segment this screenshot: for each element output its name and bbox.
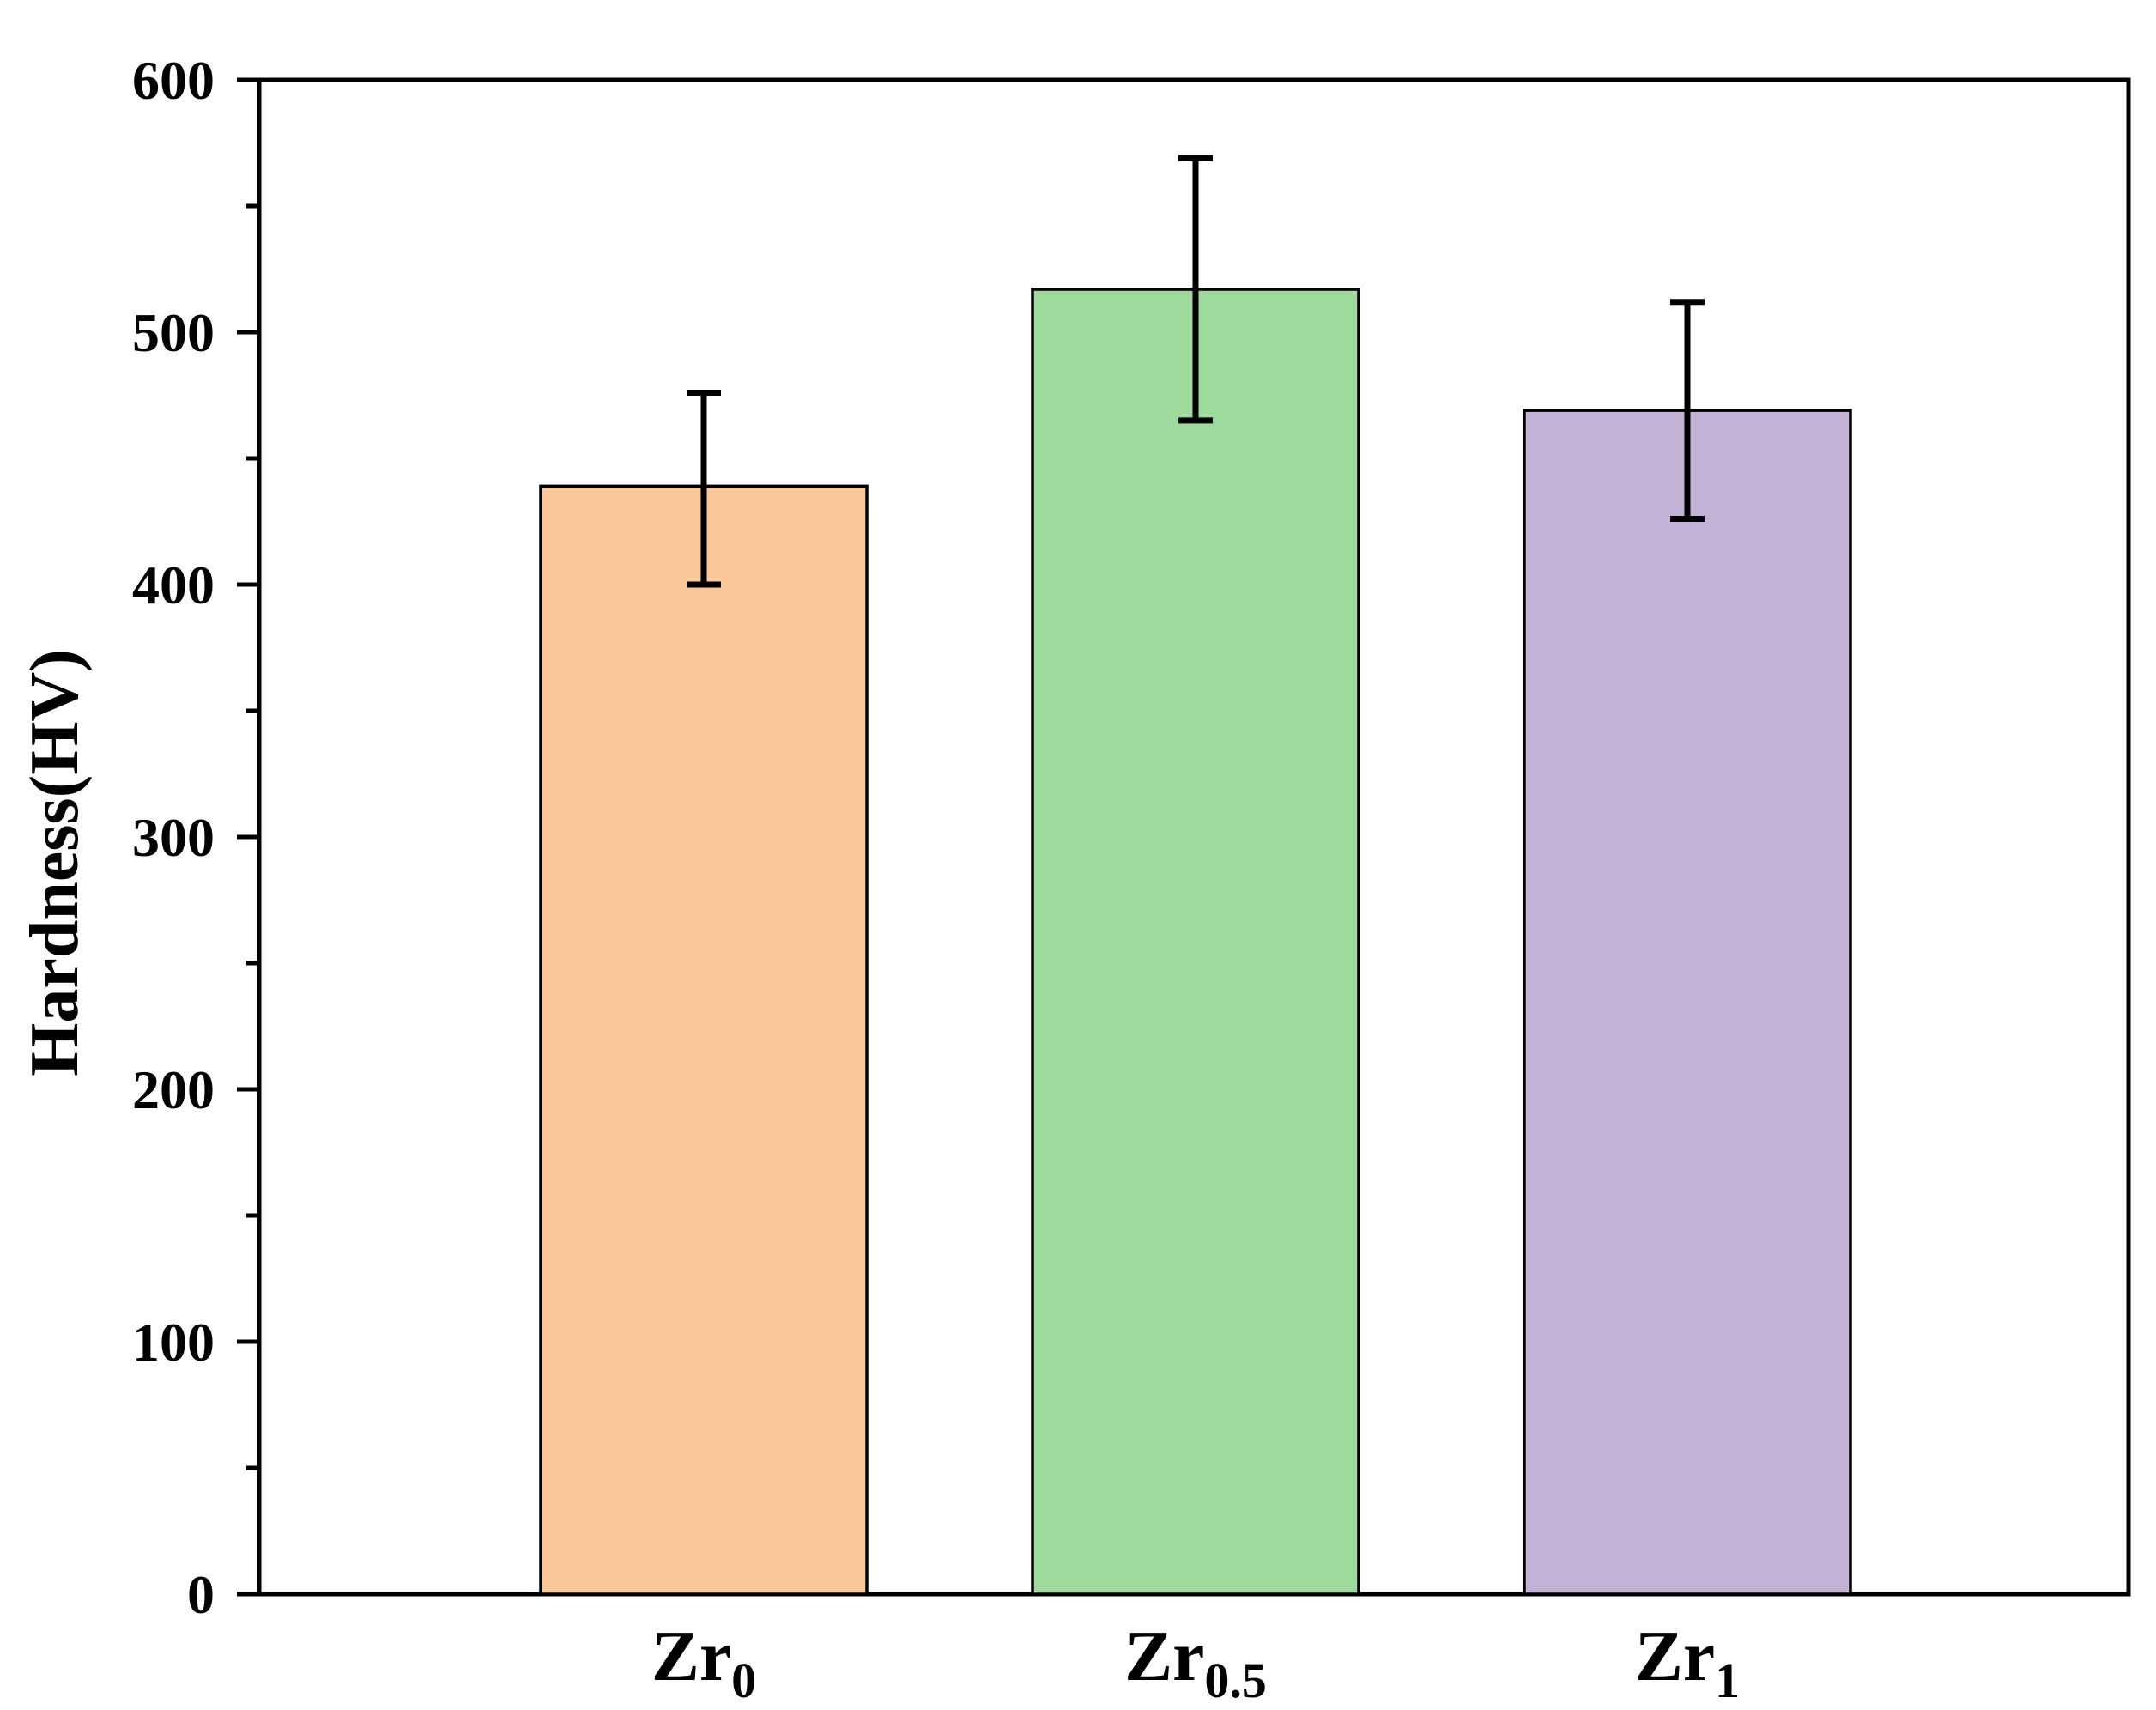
x-category-label: Zr0: [651, 1616, 756, 1708]
x-category-label-subscript: 0: [731, 1652, 756, 1708]
y-tick-label: 100: [132, 1312, 215, 1373]
x-category-label-subscript: 0.5: [1204, 1652, 1267, 1708]
y-tick-label: 500: [132, 302, 215, 363]
x-category-label: Zr0.5: [1124, 1616, 1267, 1708]
y-tick-label: 300: [132, 807, 215, 868]
x-category-label: Zr1: [1635, 1616, 1740, 1708]
bars: [539, 288, 1852, 1596]
x-category-label-base: Zr: [1635, 1616, 1715, 1696]
error-bars: [687, 155, 1705, 588]
x-axis: Zr0 Zr0.5 Zr1: [651, 1616, 1740, 1708]
y-tick-label: 200: [132, 1059, 215, 1120]
bar: [1031, 288, 1360, 1596]
y-tick-label: 400: [132, 555, 215, 615]
x-category-label-subscript: 1: [1715, 1652, 1740, 1708]
bar: [1523, 409, 1852, 1596]
bar: [539, 484, 869, 1596]
x-category-label-base: Zr: [651, 1616, 731, 1696]
y-axis: 0 100 200 300 400 500 600: [132, 50, 259, 1625]
y-axis-title: Hardness(HV): [17, 649, 93, 1076]
y-tick-label: 600: [132, 50, 215, 111]
x-category-label-base: Zr: [1124, 1616, 1204, 1696]
y-tick-label: 0: [187, 1564, 215, 1625]
